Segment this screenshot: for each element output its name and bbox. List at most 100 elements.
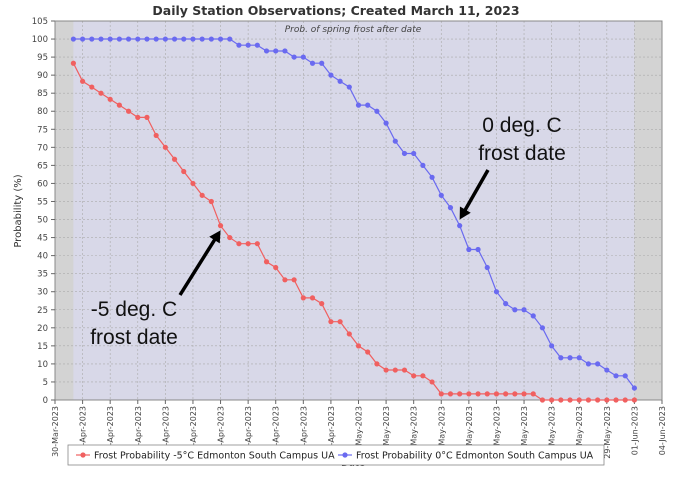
y-tick-label: 0 xyxy=(43,396,48,406)
data-point xyxy=(309,295,316,301)
data-point xyxy=(475,246,481,253)
data-point xyxy=(70,60,76,66)
data-point xyxy=(144,36,150,42)
data-point xyxy=(291,54,297,60)
data-point xyxy=(475,391,481,397)
data-point xyxy=(493,391,500,397)
data-point xyxy=(576,355,582,361)
data-point xyxy=(328,72,334,78)
data-point xyxy=(604,367,610,373)
y-axis-ticks: 0 5 10 15 20 25 30 35 40 45 50 55 60 65 70 75 80 85 90 95 10… xyxy=(32,17,55,406)
data-point xyxy=(383,120,389,126)
data-point xyxy=(539,325,546,331)
data-point xyxy=(107,36,113,42)
data-point xyxy=(153,132,159,139)
data-point xyxy=(438,391,444,397)
data-point xyxy=(558,397,564,403)
data-point xyxy=(585,397,592,403)
y-tick-label: 75 xyxy=(37,125,48,135)
x-axis-ticks: 30-Mar-2023 02-Apr-2023 05-Apr-2023 08-Apr-… xyxy=(51,400,667,459)
data-point xyxy=(429,379,435,385)
data-point xyxy=(493,289,500,295)
x-tick-label: 29-May-2023 xyxy=(603,406,612,459)
data-point xyxy=(549,343,555,349)
annotation-arrow-head xyxy=(459,206,471,220)
legend-box xyxy=(67,444,605,466)
x-tick-label: 17-May-2023 xyxy=(492,406,501,459)
y-tick-label: 45 xyxy=(37,234,48,244)
y-tick-label: 80 xyxy=(37,107,48,117)
data-point xyxy=(512,391,518,397)
data-point xyxy=(576,397,582,403)
data-point xyxy=(595,397,601,403)
data-point xyxy=(291,277,297,283)
data-point xyxy=(420,162,426,168)
data-point xyxy=(401,150,408,157)
data-point xyxy=(116,36,122,42)
data-point xyxy=(503,301,509,307)
data-point xyxy=(466,246,472,253)
y-tick-label: 10 xyxy=(37,360,48,370)
x-tick-label: 08-Apr-2023 xyxy=(134,406,143,455)
data-point xyxy=(613,373,619,379)
series-group xyxy=(70,36,638,403)
data-point xyxy=(604,397,610,403)
data-point xyxy=(245,241,251,247)
data-point xyxy=(438,192,444,198)
data-point xyxy=(98,90,104,96)
data-point xyxy=(190,36,196,42)
data-point xyxy=(282,48,288,54)
data-point xyxy=(613,397,619,403)
x-tick-label: 20-Apr-2023 xyxy=(244,406,253,455)
data-point xyxy=(457,223,463,229)
data-point xyxy=(89,36,95,42)
data-point xyxy=(346,331,352,337)
y-tick-label: 15 xyxy=(37,342,48,352)
x-tick-label: 05-May-2023 xyxy=(382,406,391,459)
x-tick-label: 23-May-2023 xyxy=(548,406,557,459)
y-tick-label: 65 xyxy=(37,161,48,171)
data-point xyxy=(530,313,536,319)
y-tick-label: 90 xyxy=(37,71,48,81)
annotation-arrow-shaft xyxy=(462,169,490,214)
data-point xyxy=(429,174,435,180)
x-tick-label: 04-Jun-2023 xyxy=(658,406,667,455)
x-tick-label: 05-Apr-2023 xyxy=(106,406,115,455)
data-point xyxy=(328,319,334,325)
data-point xyxy=(401,367,408,373)
x-tick-label: 14-May-2023 xyxy=(465,406,474,459)
data-point xyxy=(512,307,518,313)
data-point xyxy=(300,54,306,60)
data-point xyxy=(199,192,205,198)
data-point xyxy=(263,259,270,265)
data-point xyxy=(319,301,325,307)
x-tick-label: 11-Apr-2023 xyxy=(161,406,170,455)
data-point xyxy=(484,391,490,397)
data-point xyxy=(420,373,426,379)
x-tick-label: 29-Apr-2023 xyxy=(327,406,336,455)
data-point xyxy=(171,156,178,162)
data-point xyxy=(98,36,104,42)
data-point xyxy=(411,150,417,157)
data-point xyxy=(254,241,260,247)
data-point xyxy=(162,144,168,150)
x-tick-label: 26-Apr-2023 xyxy=(299,406,308,455)
data-point xyxy=(319,60,325,66)
y-tick-label: 105 xyxy=(32,17,48,27)
y-tick-label: 55 xyxy=(37,197,48,207)
data-point xyxy=(236,42,242,48)
data-point xyxy=(631,385,638,391)
data-point xyxy=(254,42,260,48)
x-tick-label: 23-Apr-2023 xyxy=(272,406,281,455)
data-point xyxy=(89,84,95,90)
data-point xyxy=(79,78,86,84)
data-point xyxy=(245,42,251,48)
x-tick-label: 08-May-2023 xyxy=(410,406,419,459)
data-point xyxy=(79,36,86,42)
data-point xyxy=(411,373,417,379)
annotation-text-line: frost date xyxy=(478,142,566,165)
legend: Frost Probability -5°C Edmonton South Ca… xyxy=(67,444,605,466)
y-tick-label: 20 xyxy=(37,324,48,334)
data-point xyxy=(181,168,187,175)
data-point xyxy=(309,60,316,66)
